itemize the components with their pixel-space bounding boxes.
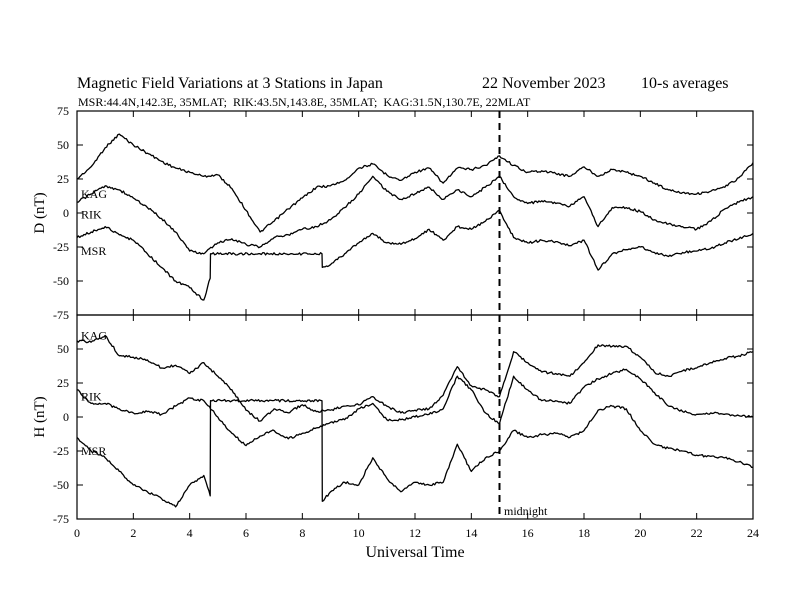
x-tick-label: 6 bbox=[243, 526, 249, 540]
y-tick-label: -75 bbox=[53, 512, 69, 526]
y-tick-label: 50 bbox=[57, 342, 69, 356]
chart-date: 22 November 2023 bbox=[482, 75, 606, 92]
plot-frame bbox=[76, 110, 754, 316]
series-line-kag bbox=[76, 133, 754, 233]
y-tick-label: 25 bbox=[57, 376, 69, 390]
series-label-msr: MSR bbox=[81, 244, 106, 258]
series-label-rik: RIK bbox=[81, 207, 102, 221]
stations-subtitle: MSR:44.4N,142.3E, 35MLAT; RIK:43.5N,143.… bbox=[78, 95, 531, 109]
x-tick-label: 24 bbox=[747, 526, 759, 540]
y-tick-label: 0 bbox=[63, 410, 69, 424]
y-tick-label: -50 bbox=[53, 478, 69, 492]
series-line-kag bbox=[76, 334, 754, 422]
midnight-annotation: midnight bbox=[504, 504, 548, 518]
series-label-msr: MSR bbox=[81, 444, 106, 458]
x-axis-label: Universal Time bbox=[365, 544, 464, 561]
y-axis-label: H (nT) bbox=[32, 396, 48, 437]
x-tick-label: 10 bbox=[353, 526, 365, 540]
x-tick-label: 16 bbox=[522, 526, 534, 540]
series-line-rik bbox=[76, 368, 754, 447]
y-tick-label: 50 bbox=[57, 138, 69, 152]
series-line-msr bbox=[76, 209, 754, 301]
series-label-kag: KAG bbox=[81, 187, 107, 201]
y-tick-label: 75 bbox=[57, 104, 69, 118]
series-label-kag: KAG bbox=[81, 328, 107, 342]
y-tick-label: 0 bbox=[63, 206, 69, 220]
series-line-rik bbox=[77, 175, 754, 255]
x-tick-label: 2 bbox=[130, 526, 136, 540]
y-tick-label: -50 bbox=[53, 274, 69, 288]
x-tick-label: 22 bbox=[691, 526, 703, 540]
y-axis-label: D (nT) bbox=[32, 192, 48, 233]
x-tick-label: 12 bbox=[409, 526, 421, 540]
d-component-panel: 75 50 25 0 -25 -50 -75 D (nT) KAG RIK MSR bbox=[32, 104, 754, 322]
x-tick-label: 0 bbox=[74, 526, 80, 540]
series-label-rik: RIK bbox=[81, 390, 102, 404]
x-tick-label: 8 bbox=[299, 526, 305, 540]
x-tick-label: 4 bbox=[187, 526, 193, 540]
x-tick-label: 14 bbox=[465, 526, 477, 540]
x-tick-label: 20 bbox=[634, 526, 646, 540]
chart-averaging: 10-s averages bbox=[641, 75, 729, 92]
series-line-msr bbox=[76, 398, 754, 508]
y-tick-label: -25 bbox=[53, 444, 69, 458]
chart-title: Magnetic Field Variations at 3 Stations … bbox=[77, 75, 383, 92]
y-tick-label: -75 bbox=[53, 308, 69, 322]
y-tick-label: -25 bbox=[53, 240, 69, 254]
y-tick-label: 25 bbox=[57, 172, 69, 186]
x-tick-label: 18 bbox=[578, 526, 590, 540]
